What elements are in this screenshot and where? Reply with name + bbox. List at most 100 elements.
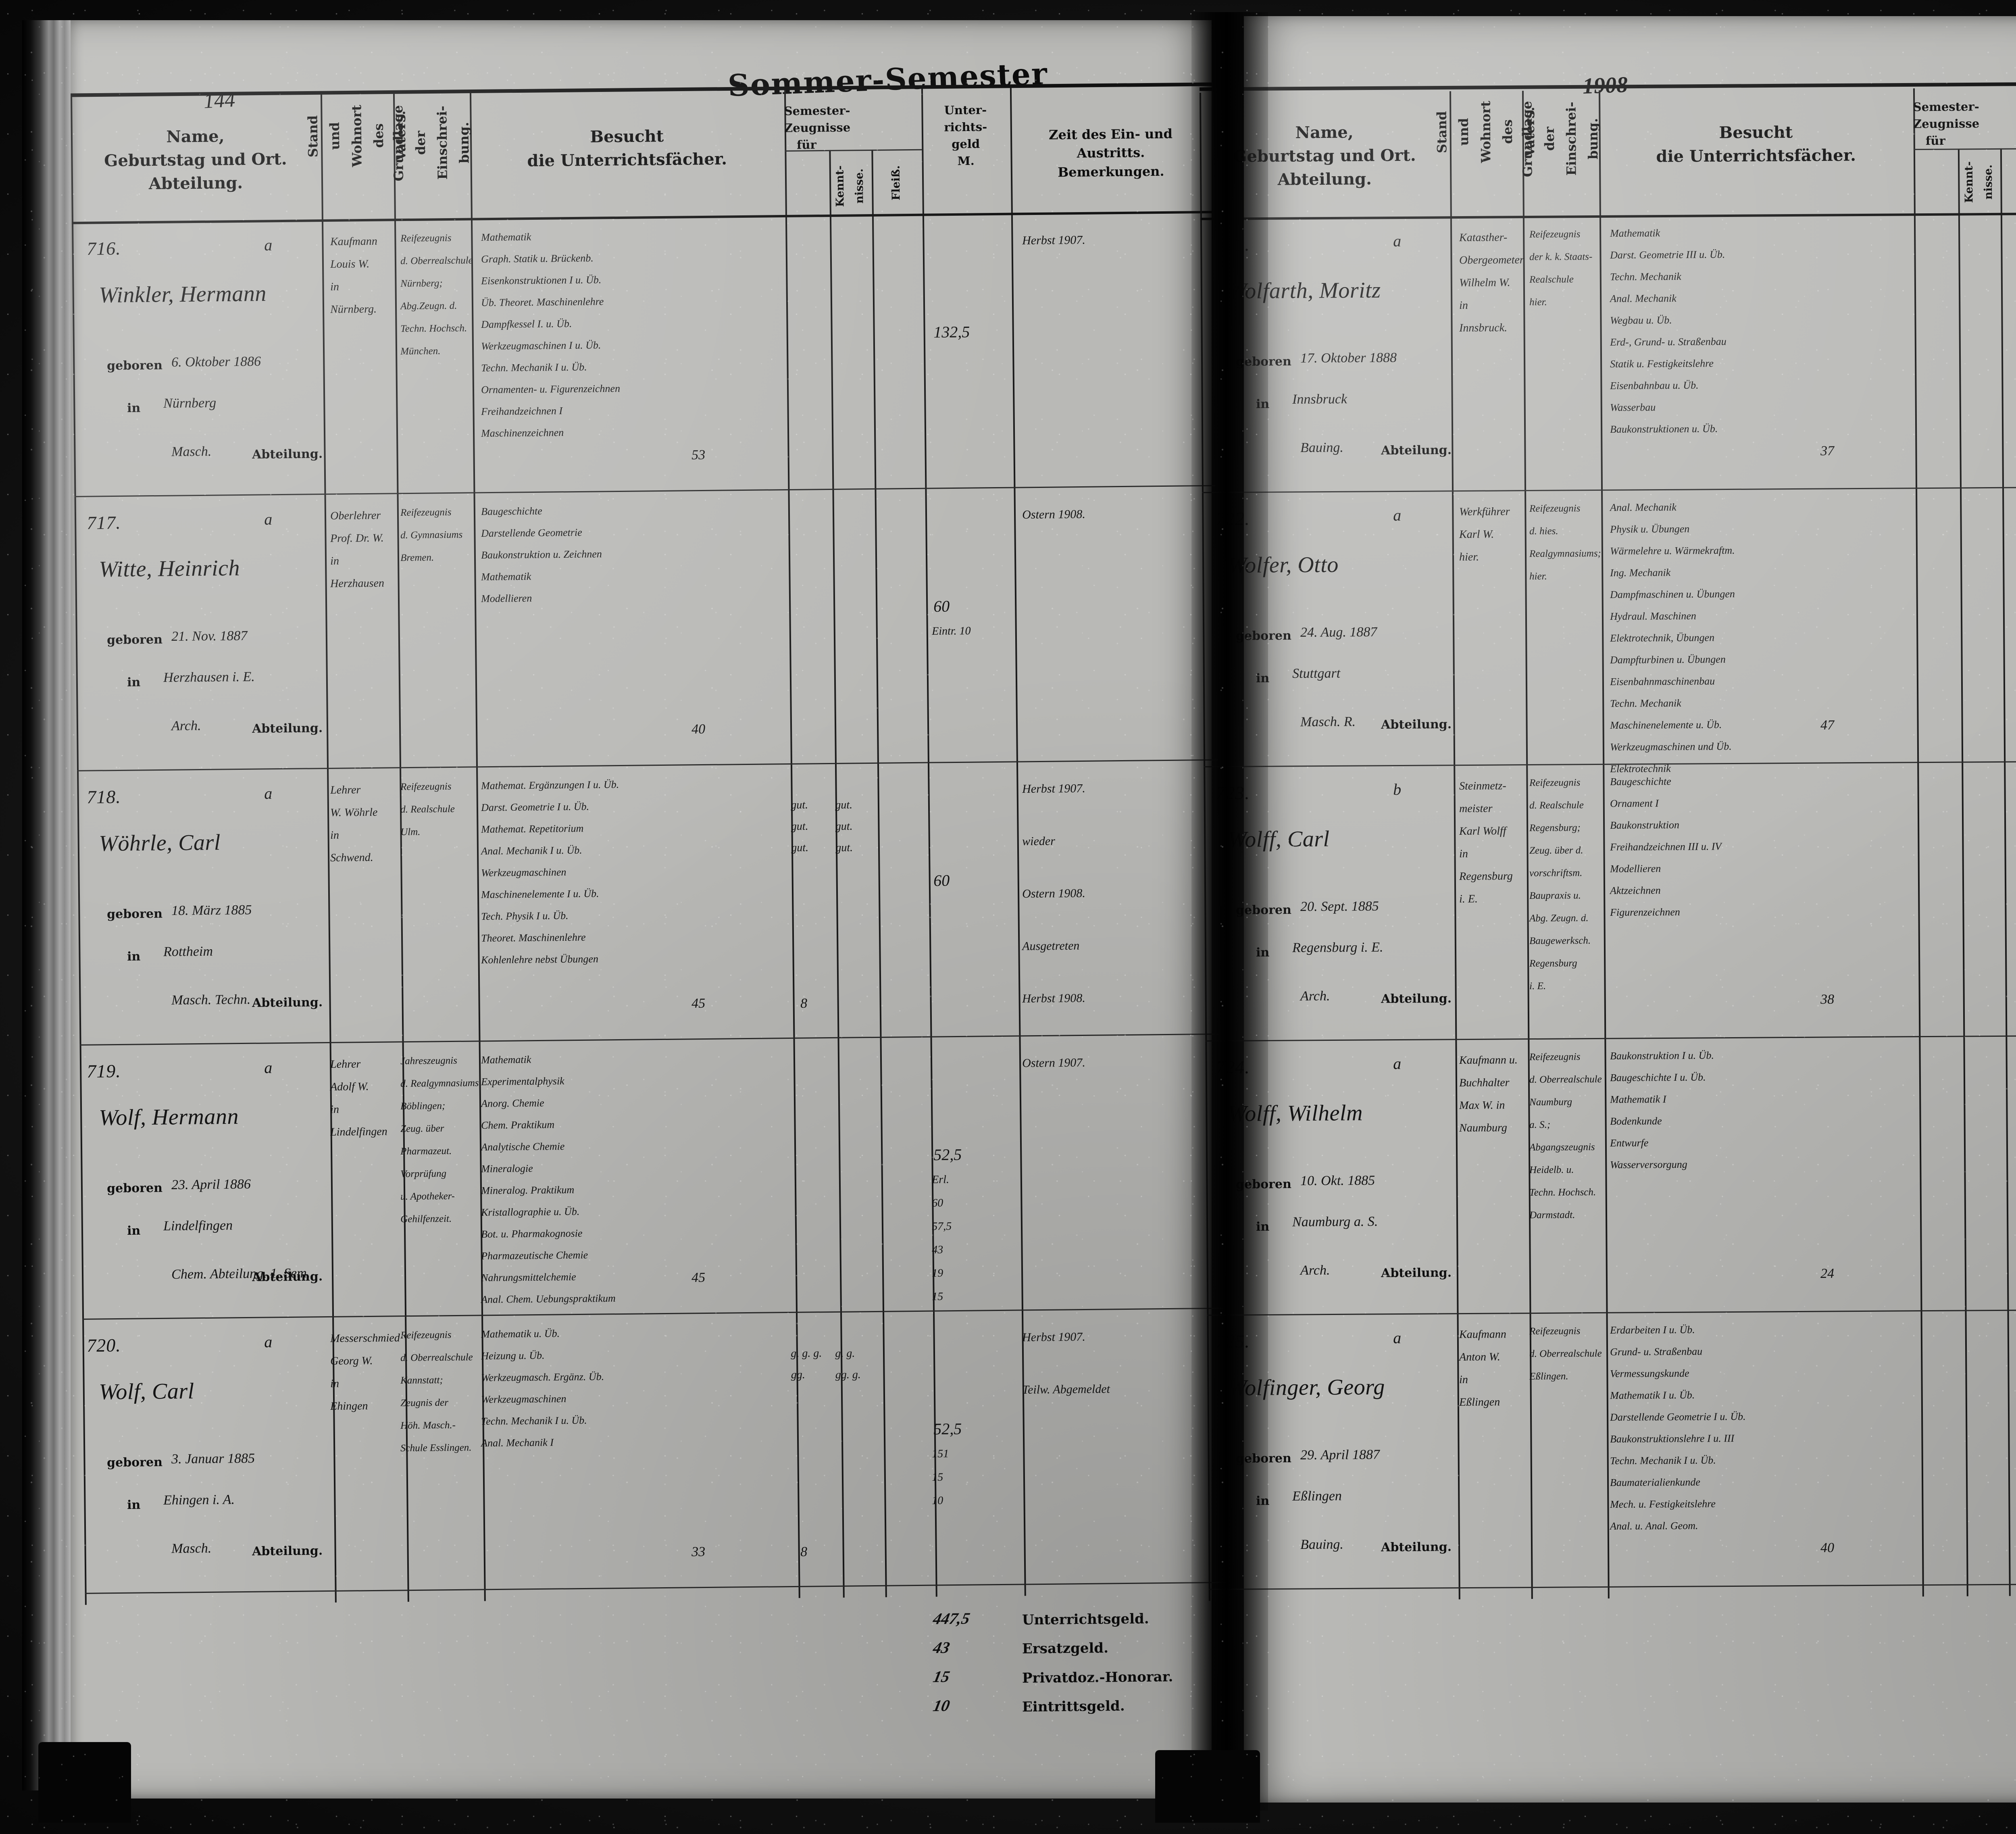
- geboren-label: geboren: [107, 1181, 163, 1196]
- enrollment-basis-line: Naumburg: [1529, 1096, 1572, 1108]
- father-info-line: Buchhalter: [1459, 1076, 1510, 1089]
- subject-line: Dampfkessel I. u. Üb.: [481, 317, 572, 330]
- column-divider: [1958, 148, 1968, 1596]
- student-name: Wolf, Hermann: [99, 1104, 239, 1130]
- abteilung-label: Abteilung.: [1381, 717, 1452, 732]
- father-info-line: Lehrer: [330, 1058, 361, 1071]
- total-label: Privatdoz.-Honorar.: [1022, 1669, 1173, 1686]
- right-page: 1908145Name,Geburtstag und Ort.Abteilung…: [1199, 16, 2016, 1803]
- column-header-geld: Unter-richts-geld M.: [921, 101, 1010, 170]
- enrollment-basis-line: Abg.Zeugn. d.: [400, 300, 457, 312]
- in-label: in: [127, 401, 141, 415]
- father-info-line: Regensburg: [1459, 870, 1513, 883]
- subject-line: Bodenkunde: [1610, 1115, 1662, 1127]
- abteilung-name: Bauing.: [1300, 440, 1343, 455]
- geboren-label: geboren: [107, 907, 163, 921]
- enrollment-basis-line: Reifezeugnis: [1529, 1325, 1581, 1337]
- total-value: 10: [931, 1696, 952, 1715]
- column-header-line: des: [1500, 119, 1516, 144]
- subject-line: Üb. Theoret. Maschinenlehre: [481, 296, 604, 308]
- column-header-line: die Unterrichtsfächer.: [1656, 146, 1856, 166]
- row-number: 717.: [87, 512, 121, 533]
- row-divider: [1207, 1307, 2016, 1316]
- father-info-line: Karl W.: [1459, 528, 1494, 541]
- birth-date: 3. Januar 1885: [171, 1451, 255, 1467]
- fee-extra-line: 43: [932, 1243, 943, 1256]
- subject-line: Grund- u. Straßenbau: [1610, 1345, 1703, 1358]
- in-label: in: [127, 675, 141, 690]
- left-page-content: Sommer-Semester 144 Name, Geburtstag und Or…: [71, 20, 1228, 1799]
- abteilung-letter: a: [264, 510, 273, 528]
- enrollment-basis-line: Pharmazeut.: [400, 1145, 452, 1157]
- enrollment-basis-line: Realgymnasiums;: [1529, 548, 1601, 559]
- column-header-line: Zeugnisse für: [1913, 117, 1980, 148]
- birth-date: 18. März 1885: [171, 902, 252, 918]
- column-header-line: nisse.: [853, 168, 866, 204]
- column-header-line: Fleiß.: [889, 165, 903, 200]
- father-info-line: Naumburg: [1459, 1121, 1507, 1134]
- column-divider: [871, 149, 887, 1597]
- subject-line: Kohlenlehre nebst Übungen: [481, 953, 599, 966]
- abteilung-letter: a: [264, 1058, 273, 1077]
- right-page-content: 1908145Name,Geburtstag und Ort.Abteilung…: [1199, 16, 2016, 1803]
- subject-line: Techn. Mechanik: [1610, 270, 1681, 283]
- entry-exit-remark: Ostern 1908.: [1022, 886, 1085, 900]
- tuition-fee: 52,5: [933, 1145, 962, 1164]
- hours-total: 45: [691, 996, 706, 1011]
- fee-extra-line: 15: [932, 1471, 943, 1484]
- abteilung-label: Abteilung.: [1381, 991, 1452, 1006]
- enrollment-basis-line: Ulm.: [400, 826, 421, 838]
- subject-line: Darst. Geometrie III u. Üb.: [1610, 248, 1725, 261]
- row-divider: [79, 1033, 1221, 1046]
- subject-line: Physik u. Übungen: [1610, 523, 1690, 535]
- subject-line: Eisenbahnmaschinenbau: [1610, 675, 1715, 688]
- abteilung-letter: a: [1393, 1328, 1402, 1347]
- abteilung-name: Arch.: [1300, 988, 1330, 1004]
- column-header-line: der: [1541, 127, 1557, 151]
- column-header-line: M.: [957, 154, 975, 168]
- column-header-line: Name,: [166, 127, 225, 146]
- enrollment-basis-line: Eßlingen.: [1529, 1371, 1568, 1382]
- tuition-fee: 132,5: [933, 323, 970, 341]
- column-divider: [921, 88, 937, 1597]
- enrollment-basis-line: d. Gymnasiums: [400, 529, 463, 541]
- subject-line: Mathematik I: [1610, 1093, 1666, 1105]
- fee-extra-line: 57,5: [932, 1220, 952, 1233]
- fee-extra-line: 60: [932, 1196, 943, 1209]
- father-info-line: Obergeometer: [1459, 254, 1524, 267]
- subject-line: Wasserbau: [1610, 401, 1656, 413]
- abteilung-letter: a: [1393, 506, 1402, 524]
- column-header-zeit: Zeit des Ein- und Austritts. Bemerkungen.: [1010, 124, 1212, 182]
- subject-line: Mathematik: [481, 1053, 531, 1066]
- row-divider: [1205, 1033, 2016, 1042]
- row-number: 719.: [87, 1061, 121, 1082]
- subject-line: Kristallographie u. Üb.: [481, 1205, 580, 1218]
- column-header-line: Austritts.: [1077, 145, 1145, 161]
- enrollment-basis-line: Zeugnis der: [400, 1397, 449, 1409]
- abteilung-label: Abteilung.: [1381, 1540, 1452, 1555]
- enrollment-basis-line: d. Oberrealschule: [400, 255, 473, 267]
- enrollment-basis-line: Regensburg;: [1529, 822, 1581, 834]
- birth-place: Herzhausen i. E.: [163, 669, 255, 685]
- tuition-fee: 60: [933, 871, 950, 890]
- hours-total: 38: [1820, 992, 1835, 1007]
- subject-line: Mathematik u. Üb.: [481, 1328, 560, 1340]
- enrollment-basis-line: u. Apotheker-: [400, 1190, 455, 1202]
- fleiss-marks: g. g. gg. g.: [835, 1347, 861, 1382]
- abteilung-name: Masch.: [171, 1541, 212, 1556]
- entry-exit-remark: Ostern 1907.: [1022, 1056, 1085, 1070]
- enrollment-basis-line: Reifezeugnis: [1529, 777, 1581, 788]
- column-header-line: geld: [952, 137, 980, 151]
- birth-place: Rottheim: [163, 944, 213, 959]
- enrollment-basis-line: Heidelb. u.: [1529, 1164, 1574, 1175]
- subject-line: Erd-, Grund- u. Straßenbau: [1610, 336, 1727, 348]
- birth-place: Naumburg a. S.: [1292, 1214, 1378, 1230]
- hours-total-secondary: 8: [800, 996, 808, 1011]
- enrollment-basis-line: Nürnberg;: [400, 277, 443, 289]
- subject-line: Baukonstruktion: [1610, 819, 1680, 831]
- enrollment-basis-line: d. Oberrealschule: [1529, 1073, 1602, 1085]
- enrollment-basis-line: d. Oberrealschule: [1529, 1348, 1602, 1359]
- enrollment-basis-line: Vorprüfung: [400, 1168, 447, 1180]
- hours-total-secondary: 8: [800, 1544, 808, 1559]
- father-info-line: in: [1459, 1373, 1468, 1386]
